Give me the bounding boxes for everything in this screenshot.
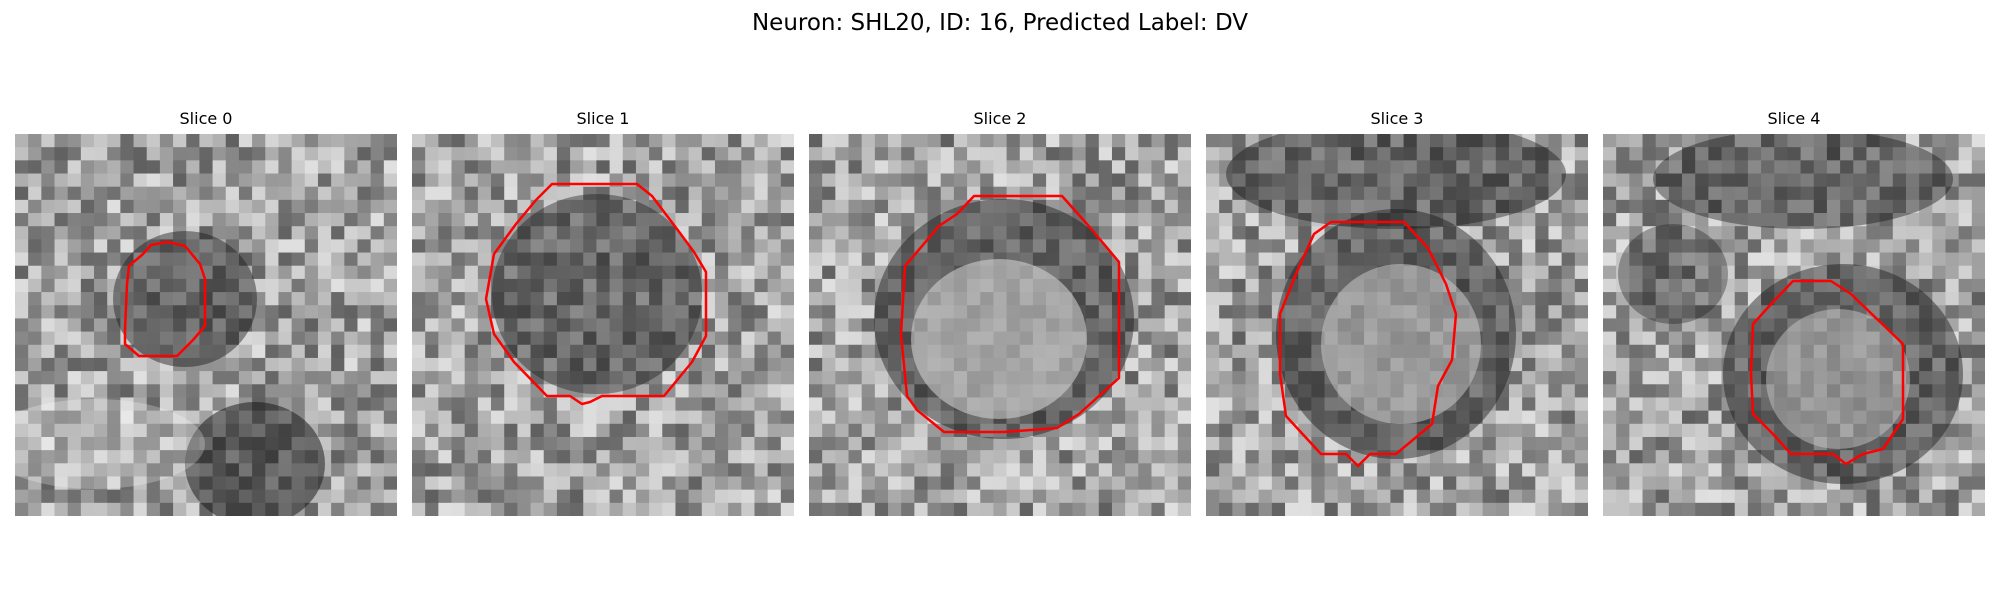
noise-texture bbox=[412, 134, 794, 516]
noise-texture bbox=[1603, 134, 1985, 516]
slice-title: Slice 0 bbox=[179, 109, 233, 128]
slice-title: Slice 1 bbox=[576, 109, 630, 128]
cell-body bbox=[113, 231, 257, 367]
slice-panel-4: Slice 4 bbox=[1603, 108, 1985, 516]
cell-nucleus bbox=[1321, 264, 1481, 424]
roi-outline bbox=[899, 194, 1121, 434]
noise-texture bbox=[1206, 134, 1588, 516]
slice-image bbox=[1603, 134, 1985, 516]
slice-title: Slice 3 bbox=[1370, 109, 1424, 128]
slice-image bbox=[15, 134, 397, 516]
left-dark-region bbox=[1618, 224, 1728, 324]
slice-image bbox=[1206, 134, 1588, 516]
cell-nucleus bbox=[911, 259, 1087, 419]
cell-nucleus bbox=[1766, 309, 1910, 449]
roi-outline bbox=[1278, 220, 1458, 468]
roi-outline bbox=[123, 240, 207, 358]
neighbor-cell bbox=[185, 402, 325, 516]
cell-body bbox=[492, 194, 702, 394]
slice-image bbox=[809, 134, 1191, 516]
roi-outline bbox=[484, 182, 708, 406]
upper-dark-region bbox=[1653, 134, 1953, 229]
figure-title: Neuron: SHL20, ID: 16, Predicted Label: … bbox=[751, 10, 1249, 36]
noise-texture bbox=[15, 134, 397, 516]
cell-ring bbox=[1723, 264, 1963, 484]
bright-region bbox=[15, 399, 205, 489]
slice-panel-2: Slice 2 bbox=[809, 108, 1191, 516]
slice-panel-3: Slice 3 bbox=[1206, 108, 1588, 516]
roi-outline bbox=[1749, 279, 1905, 466]
slice-title: Slice 4 bbox=[1767, 109, 1821, 128]
slice-title: Slice 2 bbox=[973, 109, 1027, 128]
slice-panel-0: Slice 0 bbox=[15, 108, 397, 516]
slice-image bbox=[412, 134, 794, 516]
slice-panel-1: Slice 1 bbox=[412, 108, 794, 516]
upper-dark-region bbox=[1226, 134, 1566, 229]
